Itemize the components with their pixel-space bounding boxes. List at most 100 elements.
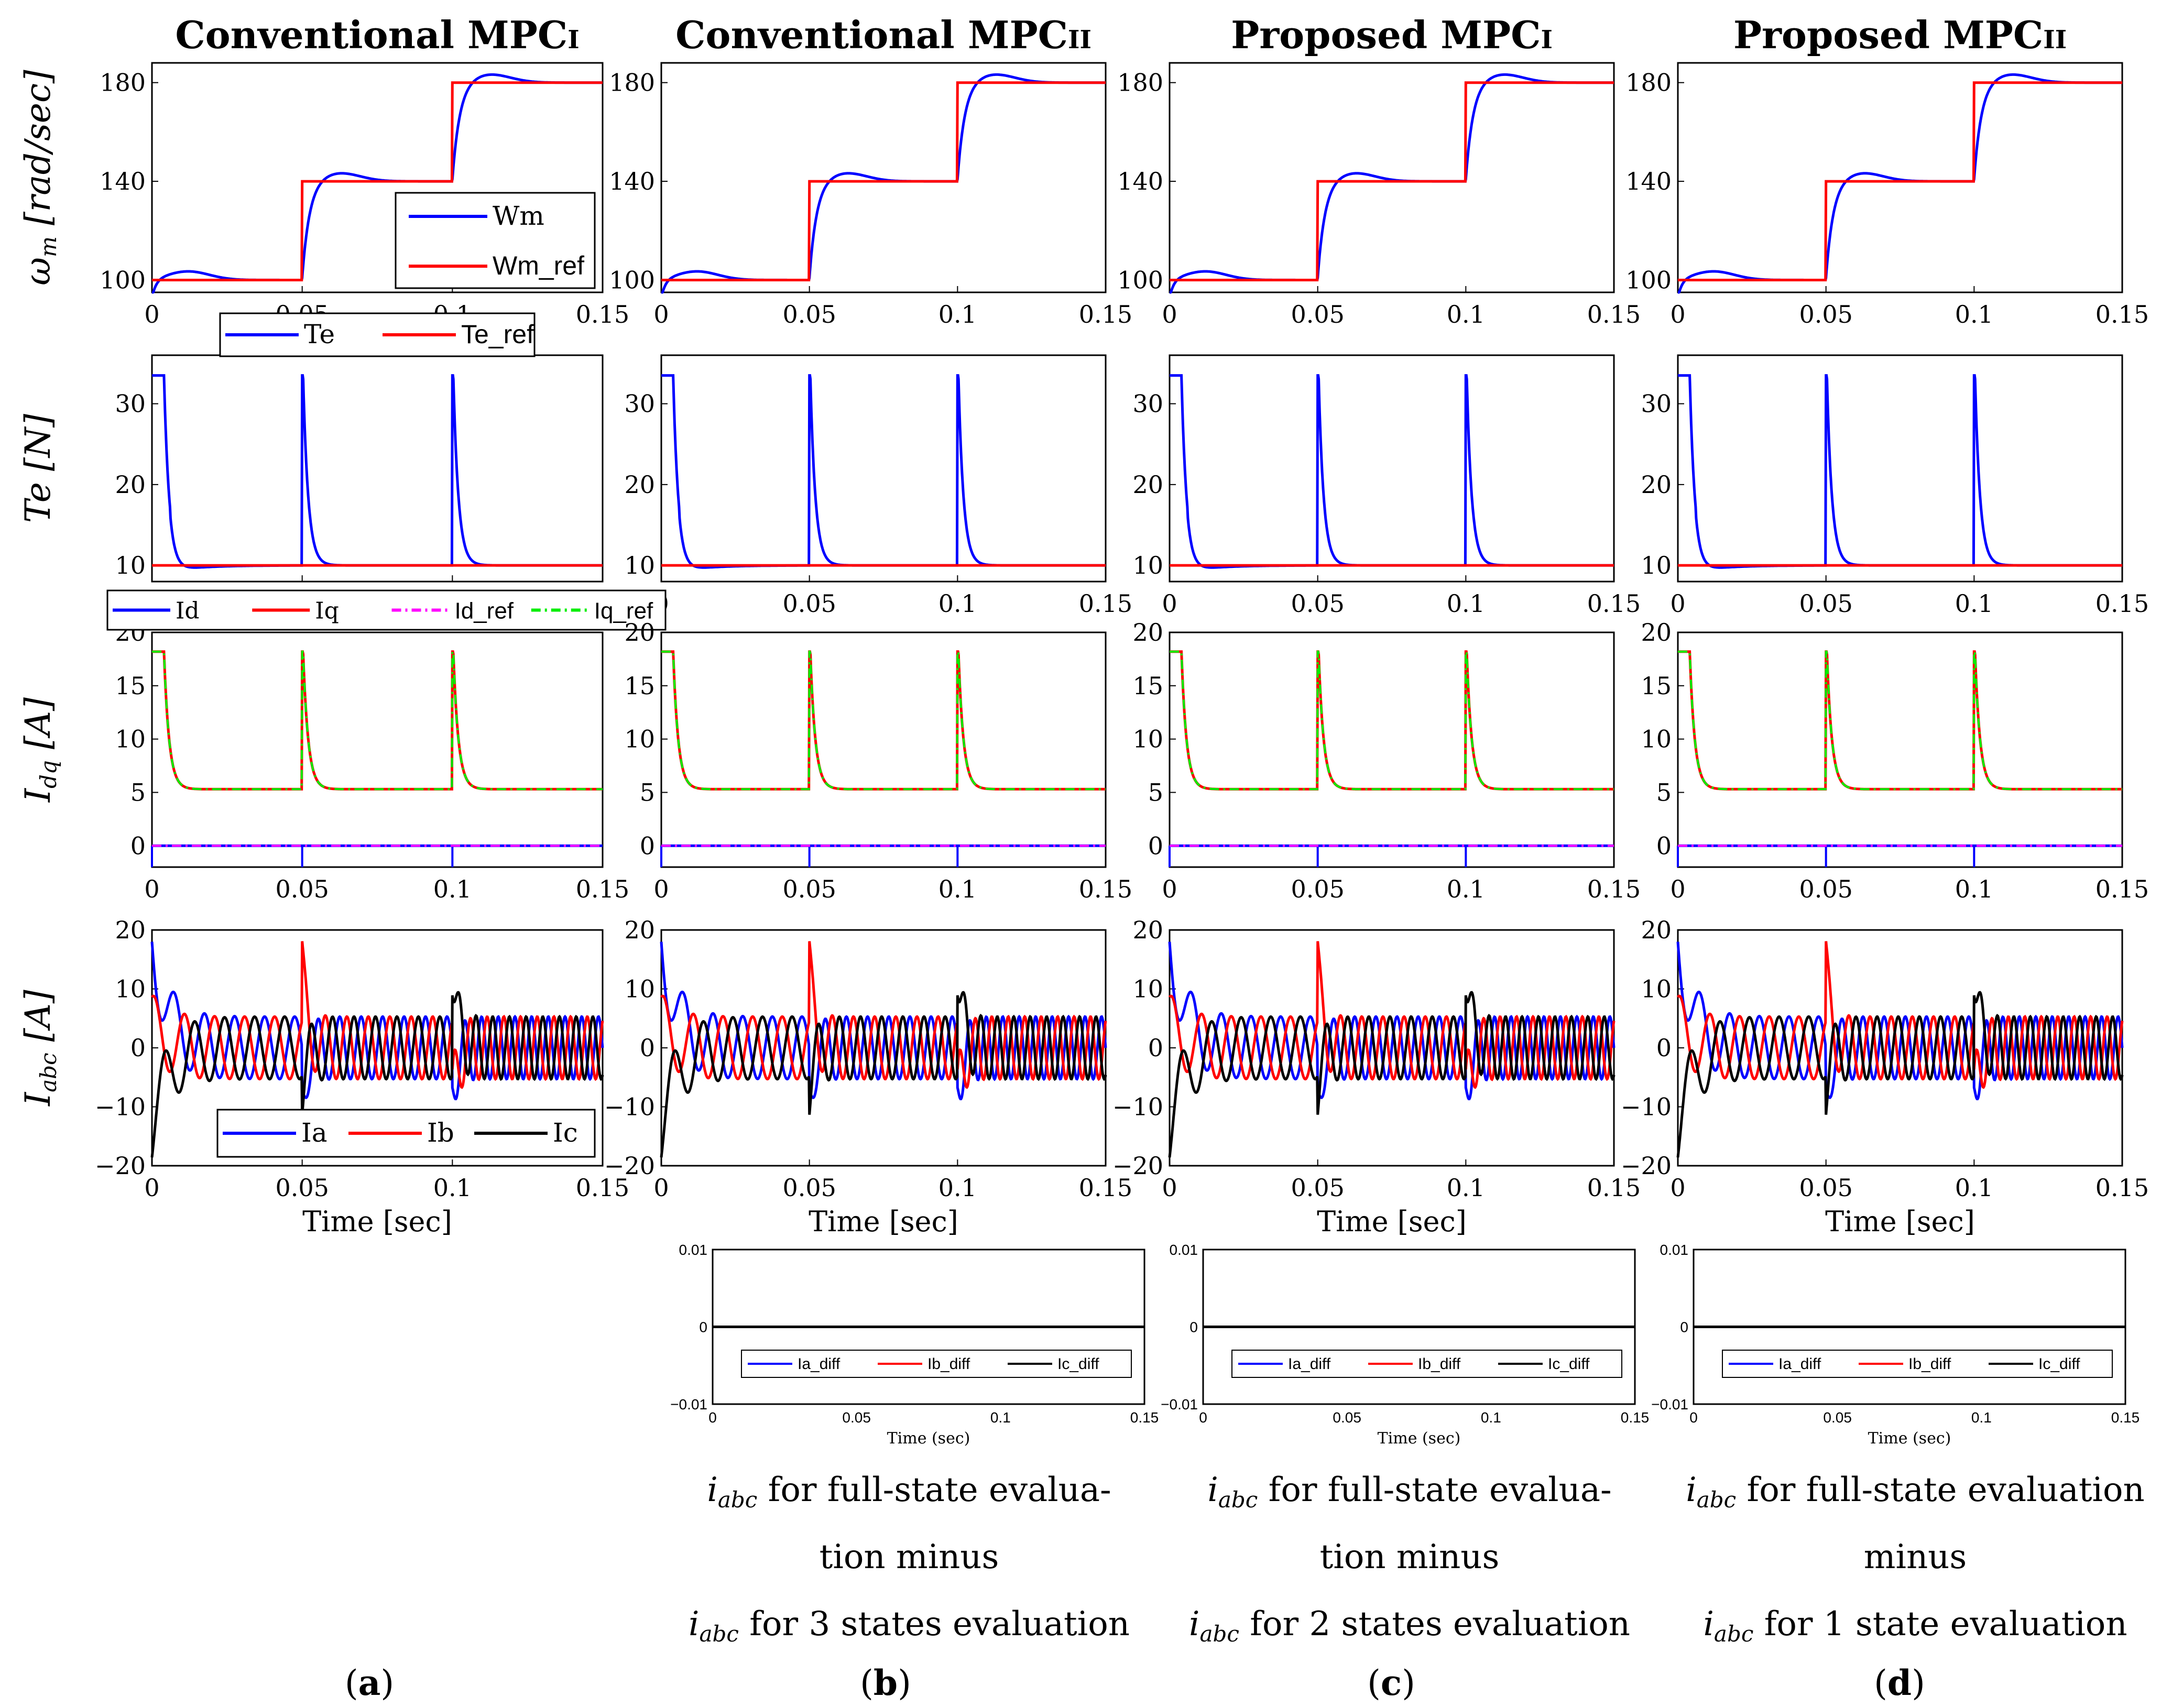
x-tick-label: 0.05 <box>275 875 329 903</box>
y-tick-label: 0 <box>1189 1319 1198 1335</box>
y-tick-label: −0.01 <box>670 1396 707 1413</box>
x-tick-label: 0 <box>653 300 669 329</box>
y-tick-label: 10 <box>115 725 146 753</box>
x-tick-label: 0.15 <box>1587 875 1641 903</box>
caption-symbol-main: i <box>1207 1471 1218 1509</box>
y-tick-label: 20 <box>1132 618 1163 647</box>
y-axis-label-main: ω <box>18 257 58 286</box>
legend-label: Te_ref <box>461 320 534 349</box>
x-tick-label: 0.05 <box>275 1174 329 1202</box>
caption-line: iabc for 2 states evaluation <box>1189 1605 1630 1647</box>
y-tick-label: 5 <box>1656 778 1672 806</box>
series-line-wm-ref <box>661 81 1106 281</box>
caption-line: iabc for full-state evalua- <box>707 1471 1111 1513</box>
x-axis-label: Time (sec) <box>1868 1429 1951 1448</box>
legend-label: Ib_diff <box>1418 1355 1461 1373</box>
x-tick-label: 0 <box>1670 589 1685 618</box>
column-title: Conventional MPCII <box>675 13 1092 57</box>
x-tick-label: 0 <box>144 300 159 329</box>
plot-panel: 0 5 10 15 20 0 0.05 0.1 0.15 <box>1132 618 1641 903</box>
legend: Ia_diff Ib_diff Ic_diff <box>1722 1350 2113 1378</box>
legend-label: Id <box>176 598 200 625</box>
x-tick-label: 0 <box>708 1409 717 1426</box>
legend: Ia_diff Ib_diff Ic_diff <box>741 1350 1132 1378</box>
legend-box <box>395 192 596 289</box>
column-title-main: Proposed MPC <box>1733 13 2043 57</box>
y-tick-label: 0 <box>640 1034 655 1062</box>
subfigure-label: (a) <box>345 1662 394 1703</box>
caption-symbol-main: i <box>1189 1605 1199 1644</box>
y-axis-label-unit: [A] <box>18 990 58 1053</box>
x-tick-label: 0.15 <box>2095 875 2149 903</box>
column-title-sub: II <box>2043 25 2067 54</box>
y-tick-label: 10 <box>624 551 655 579</box>
plot-panel: 100 140 180 0 0.05 0.1 0.15 <box>1117 62 1641 329</box>
x-tick-label: 0.1 <box>938 875 977 903</box>
x-tick-label: 0.05 <box>1799 875 1852 903</box>
y-tick-label: 100 <box>1625 266 1672 294</box>
caption-text: for 3 states evaluation <box>739 1605 1130 1644</box>
y-tick-label: −10 <box>604 1093 655 1121</box>
caption-line: iabc for full-state evaluation <box>1686 1471 2145 1513</box>
column-title-sub: II <box>1068 25 1092 54</box>
y-tick-label: 0 <box>1148 1034 1163 1062</box>
plot-frame <box>660 631 1107 868</box>
legend-box <box>1231 1350 1622 1378</box>
y-axis-label-sub: abc <box>36 1053 61 1092</box>
y-tick-label: −0.01 <box>1651 1396 1688 1413</box>
paren: ( <box>345 1663 358 1703</box>
y-tick-label: 140 <box>1625 167 1672 195</box>
x-tick-label: 0 <box>653 1174 669 1202</box>
series-line-ic <box>1676 991 2124 1158</box>
x-tick-label: 0.1 <box>433 875 472 903</box>
y-tick-label: 20 <box>1132 470 1163 499</box>
y-tick-label: −10 <box>95 1093 146 1121</box>
x-tick-label: 0 <box>1162 1174 1177 1202</box>
y-tick-label: −0.01 <box>1161 1396 1198 1413</box>
legend-label: Wm <box>493 201 544 231</box>
x-tick-label: 0.15 <box>1130 1409 1159 1426</box>
x-tick-label: 0.15 <box>576 875 629 903</box>
y-tick-label: 100 <box>609 266 655 294</box>
subfigure-label: (d) <box>1874 1662 1925 1703</box>
plot-frame <box>1677 354 2123 583</box>
x-tick-label: 0.15 <box>2095 1174 2149 1202</box>
x-axis-label: Time [sec] <box>1825 1205 1975 1238</box>
plot-frame <box>1169 62 1615 293</box>
x-tick-label: 0 <box>144 875 159 903</box>
legend-label: Ia <box>301 1118 328 1148</box>
caption-symbol-main: i <box>1703 1605 1713 1644</box>
y-tick-label: 20 <box>115 916 146 944</box>
legend-label: Ia_diff <box>1288 1355 1331 1373</box>
paren: ) <box>380 1663 394 1703</box>
caption-text: for full-state evalua- <box>1258 1471 1611 1509</box>
subfigure-letter: b <box>874 1662 898 1703</box>
legend-label: Ic_diff <box>2038 1355 2080 1373</box>
x-tick-label: 0 <box>1689 1409 1698 1426</box>
caption-symbol-sub: abc <box>1714 1621 1753 1647</box>
paren: ( <box>860 1663 874 1703</box>
y-tick-label: 0 <box>699 1319 707 1335</box>
series-line-ia <box>150 941 604 1100</box>
column-title: Proposed MPCI <box>1231 13 1553 57</box>
legend-label: Ic <box>553 1118 578 1148</box>
y-tick-label: 20 <box>1641 470 1672 499</box>
x-tick-label: 0.1 <box>1955 1174 1993 1202</box>
caption-text: for 1 state evaluation <box>1753 1605 2127 1644</box>
x-tick-label: 0.15 <box>1587 1174 1641 1202</box>
x-tick-label: 0.15 <box>1079 300 1132 329</box>
legend-label: Ia_diff <box>1778 1355 1821 1373</box>
x-tick-label: 0.05 <box>1291 1174 1344 1202</box>
y-tick-label: 10 <box>1132 725 1163 753</box>
y-tick-label: 5 <box>130 778 146 806</box>
x-tick-label: 0 <box>1162 300 1177 329</box>
paren: ( <box>1874 1663 1887 1703</box>
x-tick-label: 0.05 <box>782 589 836 618</box>
y-tick-label: 10 <box>624 725 655 753</box>
caption-symbol-sub: abc <box>699 1621 738 1647</box>
series-line-ib <box>1168 941 1616 1089</box>
